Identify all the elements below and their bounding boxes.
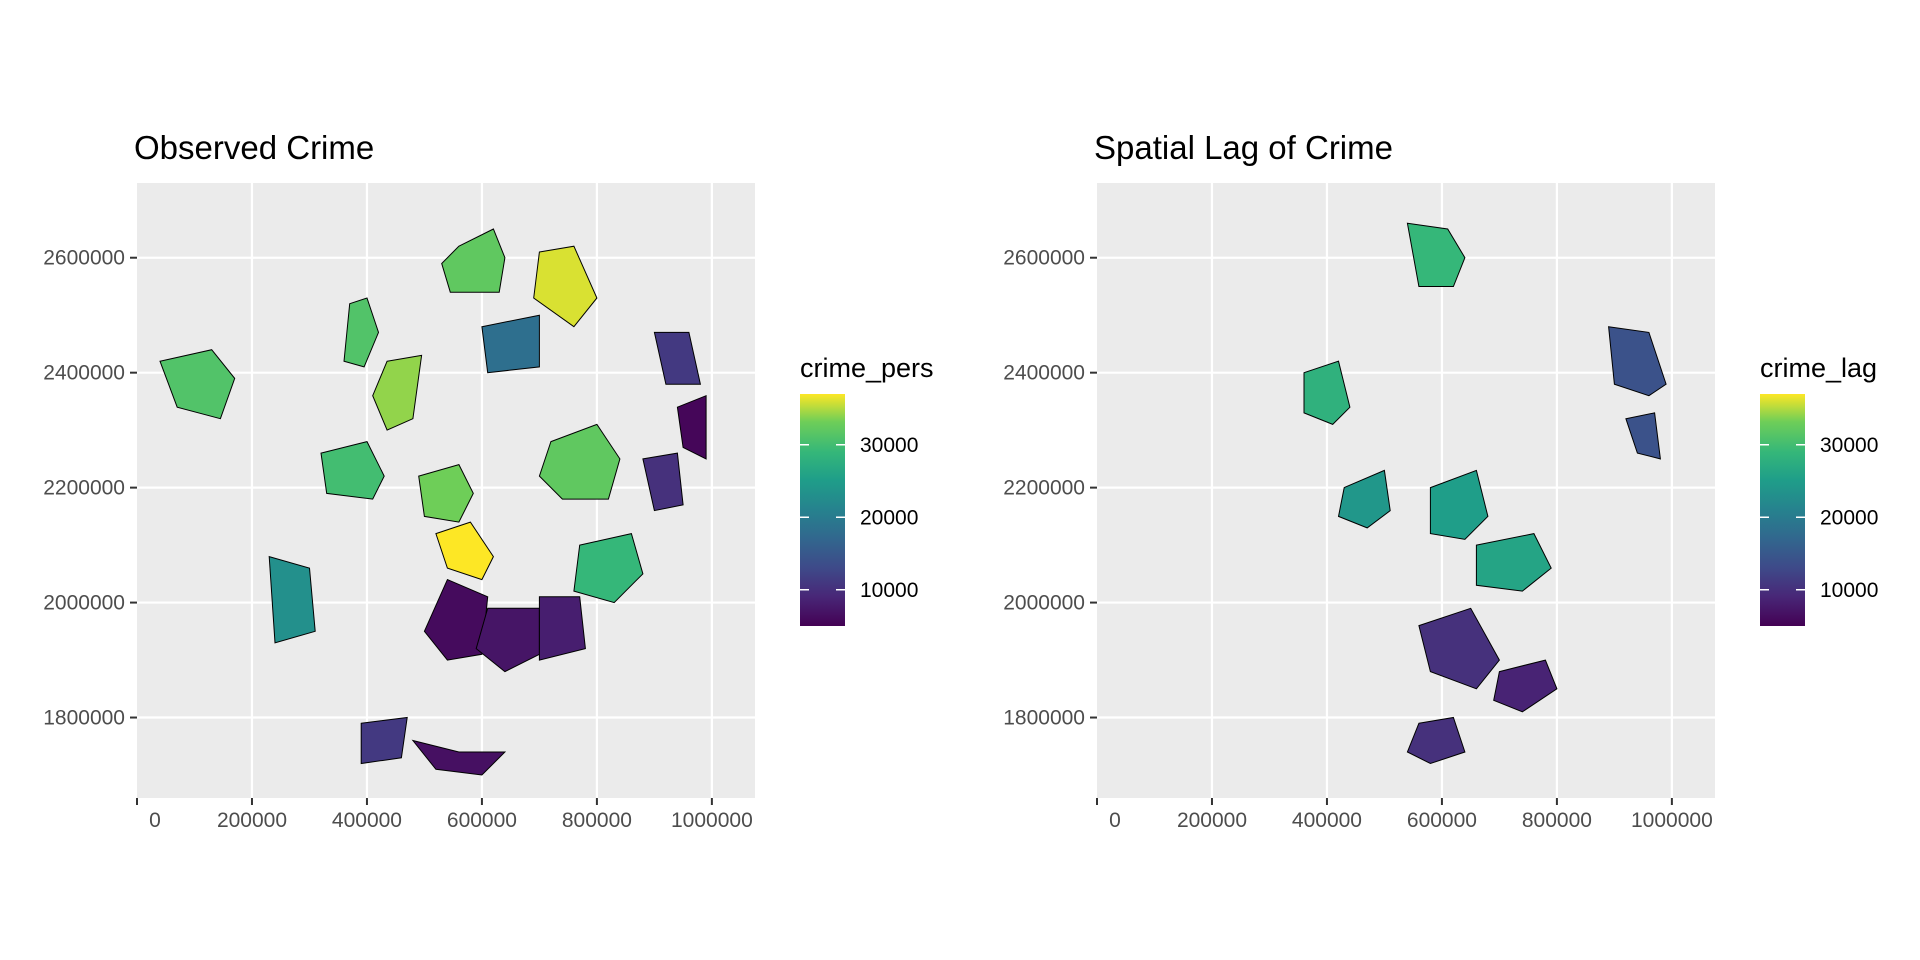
department-region (320, 441, 385, 500)
department-region (481, 314, 540, 374)
y-tick-label: 2600000 (1003, 247, 1085, 270)
x-tick-label: 600000 (447, 809, 517, 832)
legend: crime_pers 10000 20000 30000 (800, 353, 934, 626)
legend-tick-label: 30000 (860, 434, 918, 457)
panel-spatial-lag: Spatial Lag of Crime 1800000200000022000… (1003, 129, 1878, 832)
y-tick-label: 2200000 (1003, 477, 1085, 500)
x-tick-label: 600000 (1407, 809, 1477, 832)
department-region (159, 349, 236, 420)
legend-tick-label: 20000 (860, 506, 918, 529)
legend-title: crime_pers (800, 353, 934, 383)
legend-tick-label: 20000 (1820, 506, 1878, 529)
department-region (268, 555, 316, 644)
x-tick-label: 400000 (1292, 809, 1362, 832)
y-tick-label: 2000000 (43, 592, 125, 615)
x-tick-label: 800000 (1522, 809, 1592, 832)
map-layer (1303, 222, 1667, 765)
x-tick-label: 1000000 (671, 809, 753, 832)
department-region (360, 716, 408, 765)
y-tick-label: 2600000 (43, 247, 125, 270)
y-axis: 1800000 2000000 2200000 2400000 2600000 (1003, 247, 1097, 730)
department-region (1406, 716, 1466, 765)
department-region (343, 297, 380, 368)
x-tick-label: 200000 (1177, 809, 1247, 832)
x-axis: 0 200000 400000 600000 800000 1000000 (1096, 798, 1713, 832)
department-region (538, 596, 586, 661)
department-region (533, 245, 598, 328)
y-tick-label: 2200000 (43, 477, 125, 500)
x-axis: 0 200000 400000 600000 800000 1000000 (136, 798, 753, 832)
department-region (676, 394, 707, 460)
department-region (653, 331, 702, 385)
department-region (1625, 412, 1661, 460)
x-tick-label: 0 (1109, 809, 1121, 832)
department-region (372, 354, 423, 431)
department-region (642, 452, 684, 512)
department-region (1303, 360, 1351, 425)
y-tick-label: 2400000 (43, 362, 125, 385)
map-layer (159, 228, 707, 776)
panel-observed-crime: Observed Crime 1800000200000022000002400… (43, 129, 933, 832)
legend-ticks: 10000 20000 30000 (800, 434, 918, 602)
department-region (1418, 607, 1500, 690)
y-tick-label: 1800000 (1003, 707, 1085, 730)
y-tick-label: 1800000 (43, 707, 125, 730)
legend: crime_lag 10000 20000 30000 (1760, 353, 1878, 626)
panel-title: Observed Crime (134, 129, 374, 166)
x-tick-label: 200000 (217, 809, 287, 832)
legend-tick-label: 10000 (860, 579, 918, 602)
x-tick-label: 400000 (332, 809, 402, 832)
department-region (411, 739, 507, 776)
x-tick-label: 0 (149, 809, 161, 832)
legend-ticks: 10000 20000 30000 (1760, 434, 1878, 602)
legend-colorbar (800, 394, 845, 626)
department-region (1406, 222, 1466, 287)
legend-colorbar (1760, 394, 1805, 626)
legend-title: crime_lag (1760, 353, 1877, 383)
panel-title: Spatial Lag of Crime (1094, 129, 1393, 166)
department-region (1493, 659, 1558, 713)
department-region (418, 464, 474, 523)
department-region (573, 533, 644, 604)
y-tick-label: 2000000 (1003, 592, 1085, 615)
department-region (1475, 533, 1552, 592)
department-region (1337, 469, 1391, 529)
plot-background (1097, 183, 1715, 798)
x-tick-label: 1000000 (1631, 809, 1713, 832)
department-region (423, 578, 489, 661)
department-region (1608, 326, 1667, 397)
y-axis: 1800000 2000000 2200000 2400000 2600000 (43, 247, 137, 730)
department-region (435, 521, 494, 581)
y-tick-label: 2400000 (1003, 362, 1085, 385)
x-tick-label: 800000 (562, 809, 632, 832)
grid-layer (1097, 183, 1715, 798)
legend-tick-label: 30000 (1820, 434, 1878, 457)
department-region (441, 228, 506, 293)
legend-tick-label: 10000 (1820, 579, 1878, 602)
department-region (475, 607, 540, 673)
department-region (538, 423, 621, 500)
department-region (1429, 469, 1489, 540)
